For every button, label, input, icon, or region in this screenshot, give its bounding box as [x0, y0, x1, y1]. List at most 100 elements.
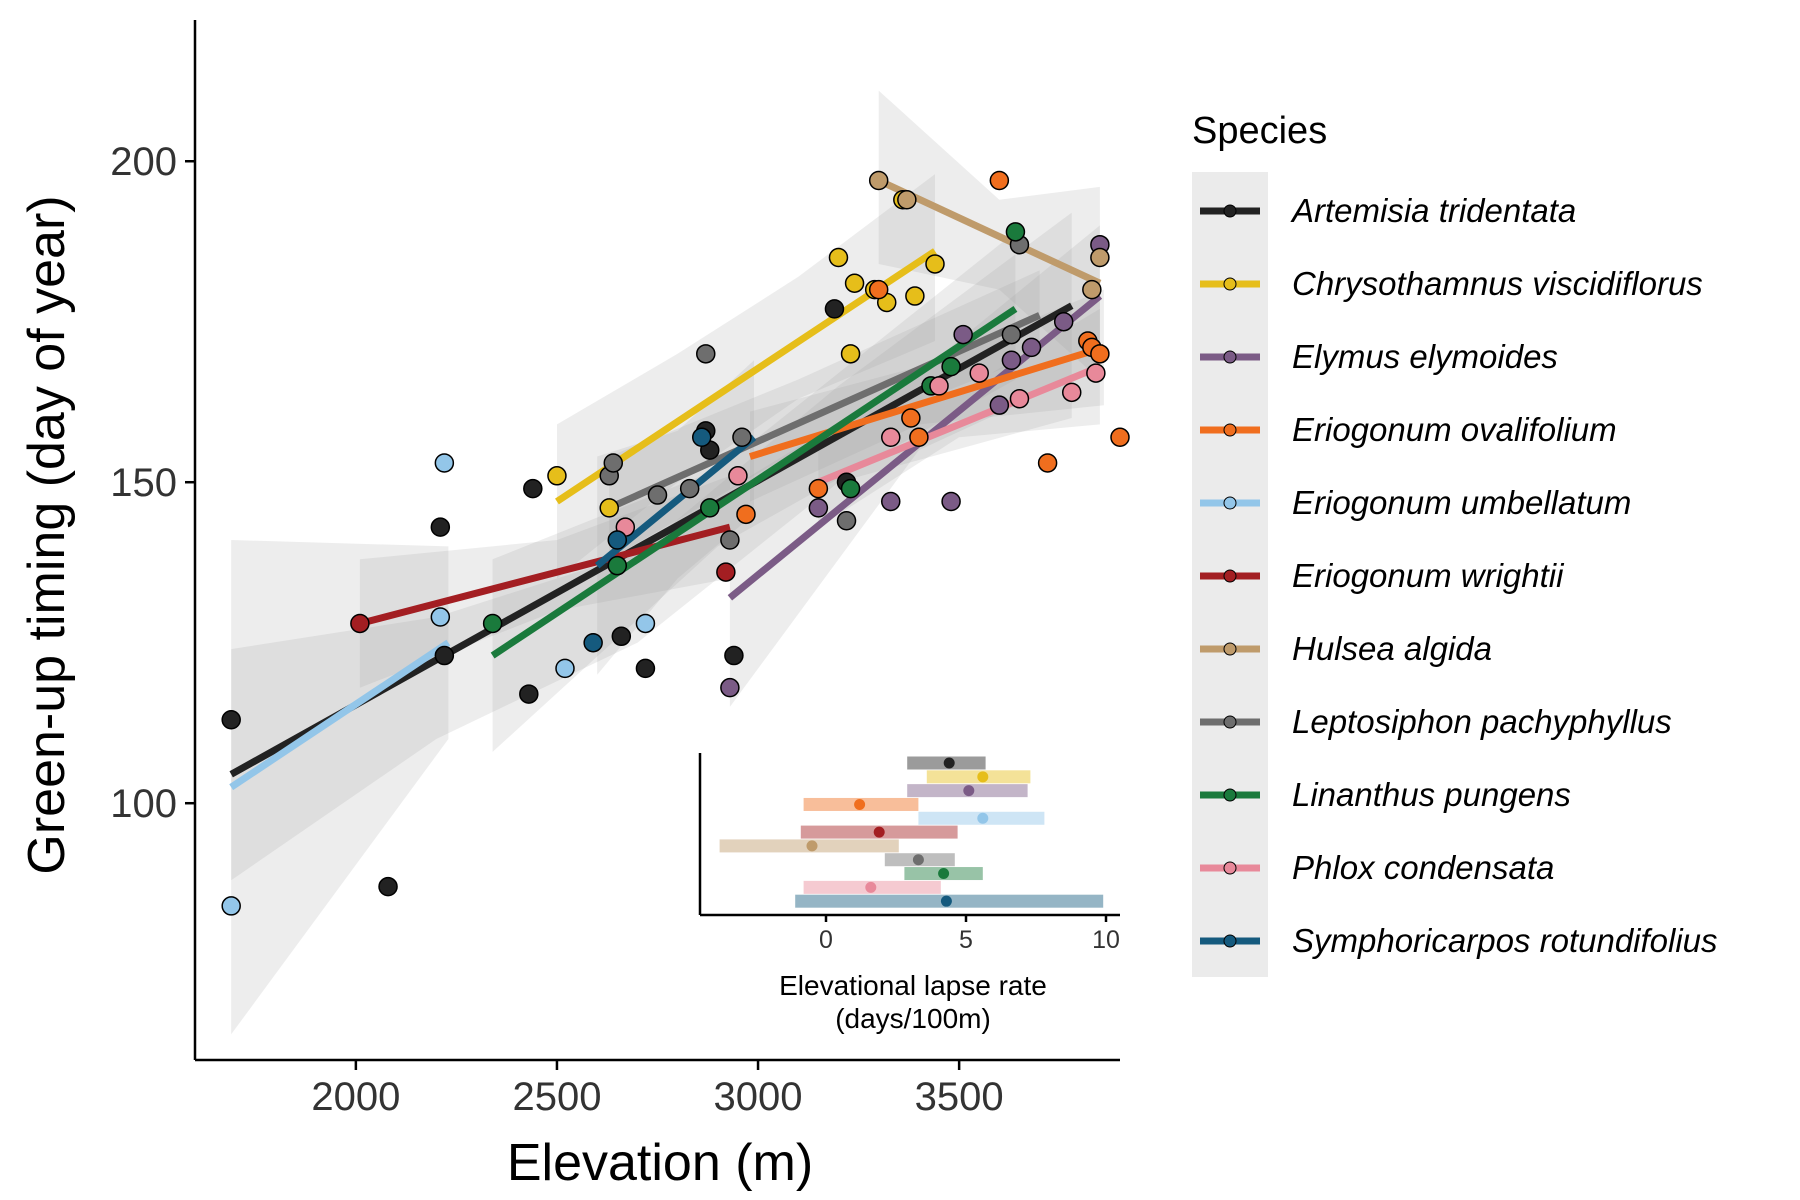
data-point-linanthus-pungens: [840, 478, 861, 499]
legend-point: [1223, 423, 1237, 437]
legend-point: [1223, 788, 1237, 802]
lapse-rate-estimate-leptosiphon-pachyphyllus: [912, 854, 924, 866]
data-point-eriogonum-umbellatum: [635, 613, 656, 634]
data-point-elymus-elymoides: [989, 395, 1010, 415]
legend-item-artemisia-tridentata: Artemisia tridentata: [1200, 192, 1576, 229]
inset-background: [692, 745, 1122, 945]
lapse-rate-estimate-linanthus-pungens: [938, 868, 950, 880]
data-point-chrysothamnus-viscidiflorus: [925, 254, 945, 274]
data-point-linanthus-pungens: [607, 555, 628, 576]
data-point-elymus-elymoides: [953, 324, 973, 345]
legend-item-phlox-condensata: Phlox condensata: [1200, 849, 1554, 886]
x-tick-label: 2500: [512, 1075, 601, 1119]
data-point-hulsea-algida: [1082, 279, 1102, 300]
data-point-eriogonum-umbellatum: [434, 453, 455, 473]
data-point-artemisia-tridentata: [724, 645, 744, 666]
legend-item-leptosiphon-pachyphyllus: Leptosiphon pachyphyllus: [1200, 703, 1672, 740]
data-point-eriogonum-ovalifolium: [808, 478, 829, 499]
data-point-phlox-condensata: [969, 363, 989, 383]
data-point-eriogonum-ovalifolium: [1037, 453, 1058, 473]
data-point-symphoricarpos-rotundifolius: [583, 632, 603, 653]
data-point-artemisia-tridentata: [635, 658, 656, 679]
fit-line-leptosiphon-pachyphyllus: [607, 312, 1041, 512]
inset-x-tick-label: 0: [819, 926, 833, 954]
legend-item-eriogonum-umbellatum: Eriogonum umbellatum: [1200, 484, 1631, 521]
data-point-artemisia-tridentata: [378, 876, 398, 897]
data-point-leptosiphon-pachyphyllus: [836, 510, 857, 531]
inset-x-axis-title: Elevational lapse rate (days/100m): [779, 970, 1047, 1034]
lapse-rate-estimate-elymus-elymoides: [963, 785, 975, 797]
confidence-band-eriogonum-umbellatum: [231, 540, 449, 1035]
data-point-elymus-elymoides: [1001, 350, 1022, 370]
data-point-elymus-elymoides: [1021, 337, 1042, 358]
legend-label: Elymus elymoides: [1292, 338, 1558, 375]
legend-point: [1223, 934, 1237, 948]
lapse-rate-estimate-phlox-condensata: [865, 881, 877, 893]
legend-label: Phlox condensata: [1292, 849, 1554, 886]
data-point-eriogonum-ovalifolium: [868, 279, 889, 300]
data-point-artemisia-tridentata: [430, 517, 451, 537]
data-point-elymus-elymoides: [808, 498, 829, 518]
data-point-hulsea-algida: [868, 170, 889, 191]
data-point-leptosiphon-pachyphyllus: [679, 478, 700, 499]
x-axis-title: Elevation (m): [507, 1134, 813, 1192]
data-point-eriogonum-wrightii: [716, 562, 736, 582]
data-point-chrysothamnus-viscidiflorus: [844, 273, 865, 293]
data-point-eriogonum-ovalifolium: [909, 427, 929, 448]
data-point-eriogonum-ovalifolium: [1090, 344, 1110, 364]
legend-item-symphoricarpos-rotundifolius: Symphoricarpos rotundifolius: [1200, 922, 1718, 959]
legend-label: Linanthus pungens: [1292, 776, 1571, 813]
data-point-eriogonum-umbellatum: [555, 658, 575, 679]
data-point-artemisia-tridentata: [434, 645, 455, 666]
legend-point: [1223, 204, 1237, 218]
legend-item-eriogonum-ovalifolium: Eriogonum ovalifolium: [1200, 411, 1617, 448]
data-point-chrysothamnus-viscidiflorus: [905, 286, 925, 306]
data-point-eriogonum-ovalifolium: [1110, 427, 1130, 448]
inset-x-tick-label: 5: [959, 926, 973, 954]
data-point-artemisia-tridentata: [824, 299, 845, 319]
species-legend: Species Artemisia tridentata Chrysothamnu…: [1192, 110, 1718, 977]
data-point-linanthus-pungens: [482, 613, 503, 634]
legend-point: [1223, 277, 1237, 291]
legend-label: Chrysothamnus viscidiflorus: [1292, 265, 1703, 302]
data-point-chrysothamnus-viscidiflorus: [547, 466, 567, 486]
x-tick-label: 3000: [714, 1075, 803, 1119]
data-point-leptosiphon-pachyphyllus: [720, 530, 740, 550]
legend-point: [1223, 569, 1237, 583]
data-point-leptosiphon-pachyphyllus: [1001, 324, 1022, 345]
legend-item-chrysothamnus-viscidiflorus: Chrysothamnus viscidiflorus: [1200, 265, 1703, 302]
legend-item-eriogonum-wrightii: Eriogonum wrightii: [1200, 557, 1565, 594]
legend-label: Leptosiphon pachyphyllus: [1292, 703, 1672, 740]
confidence-band-elymus-elymoides: [729, 225, 1100, 707]
data-point-leptosiphon-pachyphyllus: [696, 344, 716, 364]
lapse-rate-estimate-eriogonum-ovalifolium: [854, 798, 866, 810]
data-point-artemisia-tridentata: [519, 684, 539, 704]
legend-point: [1223, 861, 1237, 875]
data-point-eriogonum-umbellatum: [430, 607, 451, 627]
data-points: [221, 170, 1130, 916]
data-point-phlox-condensata: [1009, 389, 1030, 409]
data-point-eriogonum-ovalifolium: [901, 408, 921, 428]
data-point-leptosiphon-pachyphyllus: [603, 453, 624, 473]
legend-item-elymus-elymoides: Elymus elymoides: [1200, 338, 1558, 375]
data-point-chrysothamnus-viscidiflorus: [840, 344, 861, 364]
data-point-elymus-elymoides: [720, 677, 740, 698]
legend-label: Eriogonum wrightii: [1292, 557, 1565, 594]
data-point-phlox-condensata: [1061, 382, 1082, 403]
data-point-phlox-condensata: [929, 376, 949, 396]
legend-label: Hulsea algida: [1292, 630, 1492, 667]
data-point-elymus-elymoides: [881, 491, 901, 512]
confidence-band-linanthus-pungens: [492, 231, 1016, 752]
data-point-artemisia-tridentata: [611, 626, 632, 647]
data-point-hulsea-algida: [1090, 247, 1110, 268]
inset-x-tick-label: 10: [1092, 926, 1120, 954]
legend-label: Artemisia tridentata: [1290, 192, 1576, 229]
data-point-leptosiphon-pachyphyllus: [647, 485, 668, 505]
data-point-symphoricarpos-rotundifolius: [607, 530, 628, 550]
legend-point: [1223, 496, 1237, 510]
lapse-rate-estimate-chrysothamnus-viscidiflorus: [977, 771, 989, 783]
y-axis-title: Green-up timing (day of year): [18, 195, 76, 874]
data-point-elymus-elymoides: [941, 491, 961, 512]
